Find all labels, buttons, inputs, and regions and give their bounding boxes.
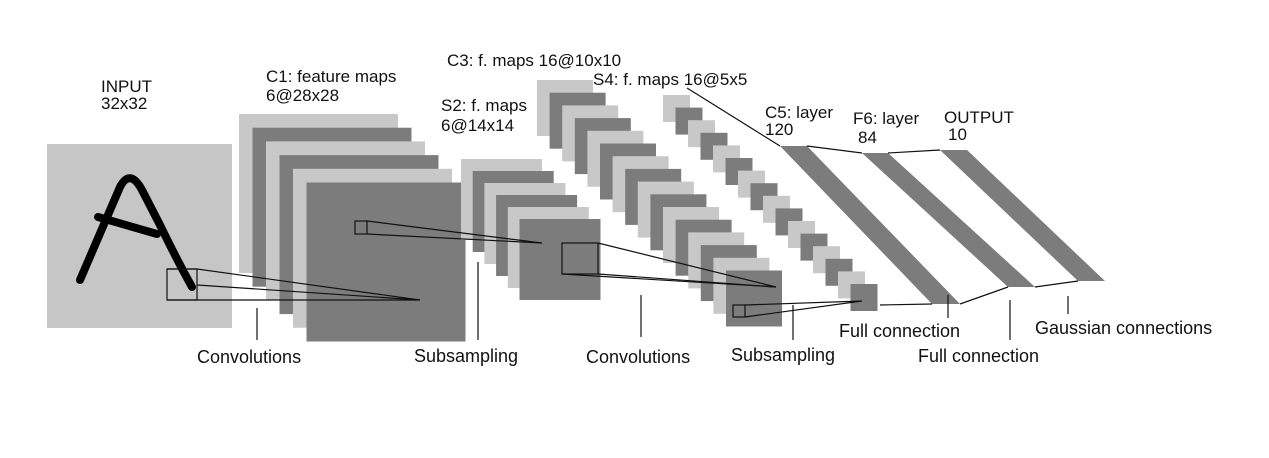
s2-name: S2: f. maps — [441, 96, 527, 115]
c3-feature-map-stack — [537, 80, 782, 327]
caption-ticks — [256, 262, 1069, 340]
s2-receptive-field — [561, 242, 599, 275]
s2-to-c3-ray — [561, 273, 777, 288]
c5-band — [780, 146, 960, 304]
s4-name: S4: f. maps 16@5x5 — [593, 70, 747, 89]
c1-receptive-field — [354, 220, 368, 235]
c1-to-s2-projection — [366, 220, 543, 244]
input-image — [47, 144, 232, 328]
c5-name: C5: layer — [765, 103, 833, 122]
caption-conv2: Convolutions — [586, 347, 690, 367]
s4-to-c5-top — [686, 87, 781, 147]
c5-to-f6-bottom — [959, 286, 1009, 305]
input-glyph-crossbar — [94, 213, 161, 238]
output-name: OUTPUT — [944, 108, 1014, 127]
f6-band — [862, 153, 1035, 287]
caption-full1: Full connection — [839, 321, 960, 341]
layer-labels: INPUT 32x32 C1: feature maps 6@28x28 S2:… — [101, 51, 1014, 147]
dense-layers — [780, 146, 1105, 304]
c3-to-s4-projection — [744, 300, 863, 318]
connection-lines — [167, 87, 1079, 318]
input-to-c1-ray — [196, 284, 421, 301]
c1-feature-map-stack — [239, 114, 466, 342]
s4-to-c5-bottom — [879, 303, 933, 306]
input-size: 32x32 — [101, 94, 147, 113]
operation-captions: Convolutions Subsampling Convolutions Su… — [197, 318, 1212, 367]
caption-full2: Full connection — [918, 346, 1039, 366]
c1-map-6 — [306, 182, 466, 342]
c1-name: C1: feature maps — [266, 67, 396, 86]
f6-name: F6: layer — [853, 109, 919, 128]
output-band — [940, 150, 1105, 281]
output-size: 10 — [948, 125, 967, 144]
s2-size: 6@14x14 — [441, 116, 514, 135]
c1-size: 6@28x28 — [266, 86, 339, 105]
f6-to-output-top — [887, 149, 941, 154]
input-layer — [47, 144, 232, 328]
c3-map-16 — [726, 270, 782, 327]
caption-sub2: Subsampling — [731, 345, 835, 365]
caption-gauss: Gaussian connections — [1035, 318, 1212, 338]
s4-feature-map-stack — [663, 95, 878, 311]
s2-feature-map-stack — [461, 159, 601, 300]
c5-size: 120 — [765, 120, 793, 139]
input-name: INPUT — [101, 77, 152, 96]
s2-map-6 — [519, 219, 601, 300]
s4-map-16 — [850, 284, 878, 311]
c3-receptive-field — [732, 304, 746, 318]
f6-to-output-bottom — [1034, 280, 1079, 288]
c5-to-f6-top — [806, 145, 863, 154]
input-glyph-a-icon — [76, 174, 196, 291]
caption-sub1: Subsampling — [414, 346, 518, 366]
f6-size: 84 — [858, 128, 877, 147]
caption-conv1: Convolutions — [197, 347, 301, 367]
c3-name: C3: f. maps 16@10x10 — [447, 51, 621, 70]
